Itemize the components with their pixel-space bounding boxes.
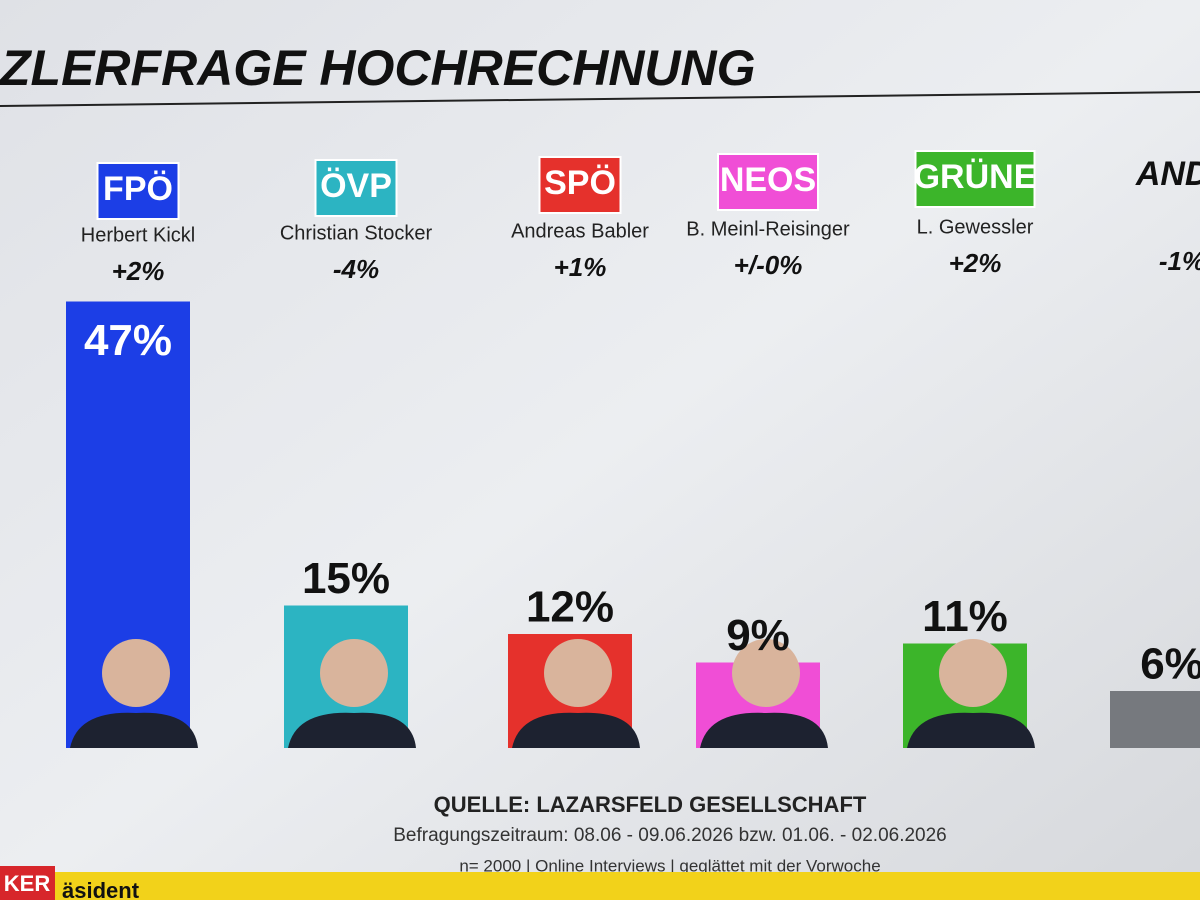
ticker-bar: [0, 872, 1200, 900]
value-label: 6%: [1140, 640, 1200, 689]
photo-head: [102, 639, 170, 707]
change-label: +1%: [554, 252, 607, 282]
party-name: ÖVP: [320, 167, 392, 205]
photo-body: [512, 712, 640, 748]
party-name: SPÖ: [544, 164, 616, 202]
photo-head: [939, 639, 1007, 707]
period: Befragungszeitraum: 08.06 - 09.06.2026 b…: [393, 825, 947, 846]
value-label: 47%: [84, 316, 172, 365]
photo-head: [320, 639, 388, 707]
candidate-name: L. Gewessler: [917, 216, 1034, 238]
note: n= 2000 | Online Interviews | geglättet …: [459, 856, 880, 875]
value-label: 12%: [526, 583, 614, 632]
party-box: [314, 159, 398, 217]
photo-body: [700, 712, 828, 748]
source: QUELLE: LAZARSFELD GESELLSCHAFT: [434, 792, 867, 817]
candidate-name: B. Meinl-Reisinger: [686, 218, 850, 240]
ticker-tag-box: [0, 866, 55, 900]
change-label: +2%: [949, 248, 1002, 278]
change-label: -1%: [1159, 246, 1200, 276]
candidate-name: Andreas Babler: [511, 220, 649, 242]
photo-head: [732, 639, 800, 707]
photo-body: [70, 712, 198, 748]
value-label: 15%: [302, 554, 390, 603]
party-name: FPÖ: [103, 170, 173, 208]
party-box: [538, 156, 622, 214]
change-label: +2%: [112, 256, 165, 286]
value-label: 9%: [726, 611, 790, 660]
party-name: GRÜNE: [914, 158, 1037, 196]
party-box: [96, 162, 180, 220]
party-name: ANDE: [1135, 155, 1200, 193]
change-label: -4%: [333, 254, 379, 284]
photo-body: [907, 712, 1035, 748]
candidate-name: Herbert Kickl: [81, 224, 195, 246]
candidate-name: Christian Stocker: [280, 222, 433, 244]
party-box: [717, 153, 819, 211]
party-box: [914, 150, 1036, 208]
chart-title: ZLERFRAGE HOCHRECHNUNG: [0, 40, 756, 96]
ticker-tag: KER: [4, 871, 51, 896]
photo-body: [288, 712, 416, 748]
party-name: NEOS: [720, 161, 816, 199]
photo-head: [544, 639, 612, 707]
value-label: 11%: [922, 592, 1008, 641]
bar: [1110, 691, 1200, 748]
change-label: +/-0%: [734, 250, 803, 280]
title-rule: [0, 91, 1200, 107]
ticker-text: äsident: [62, 878, 140, 900]
